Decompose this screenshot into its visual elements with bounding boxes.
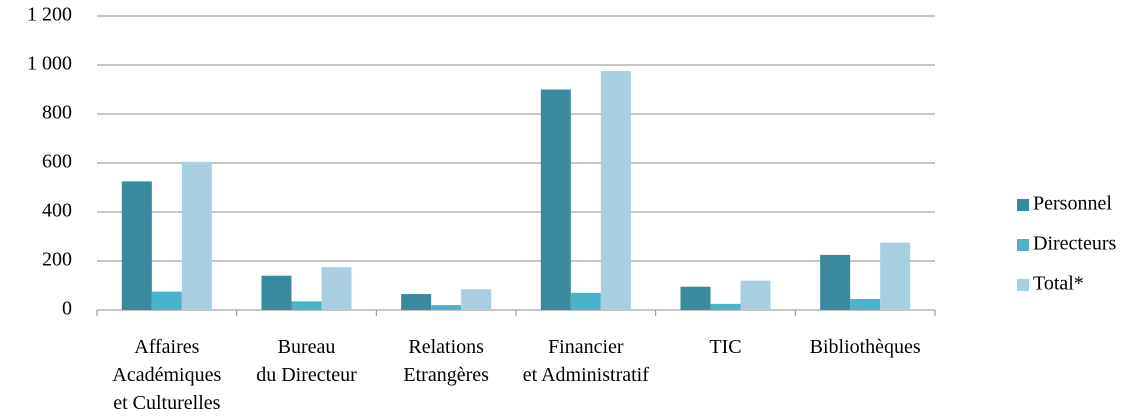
bar [540,89,571,310]
bar [291,301,322,310]
bar [850,298,881,310]
x-tick-label: TIC [709,336,741,358]
x-tick-label: Affaires Académiques et Culturelles [112,336,221,414]
x-tick-label: Bibliothèques [810,336,921,358]
bar [261,275,292,310]
y-tick-label: 1 200 [27,4,72,26]
y-tick-label: 800 [42,102,72,124]
bar [570,292,601,310]
bar [321,267,352,310]
legend-label: Directeurs [1033,233,1117,255]
bar [181,161,212,310]
x-tick-label: Financier et Administratif [523,336,649,386]
legend-label: Total* [1033,273,1084,295]
y-tick-label: 400 [42,200,72,222]
bar [431,305,462,310]
y-tick-label: 600 [42,151,72,173]
x-tick-label: Bureau du Directeur [256,336,357,386]
bar [461,289,492,310]
legend-label: Personnel [1033,193,1112,215]
y-tick-label: 0 [62,298,72,320]
y-tick-label: 1 000 [27,53,72,75]
legend-swatch [1017,199,1029,211]
legend-swatch [1017,279,1029,291]
x-tick-label: Relations Etrangères [403,336,489,386]
legend-swatch [1017,239,1029,251]
bar [401,294,432,310]
bar [880,242,911,310]
bar [121,181,152,310]
bar [680,286,711,310]
bar [740,280,771,310]
y-tick-label: 200 [42,249,72,271]
bar [151,291,182,310]
bar [710,303,741,310]
bar [820,254,851,310]
bar [600,71,631,310]
